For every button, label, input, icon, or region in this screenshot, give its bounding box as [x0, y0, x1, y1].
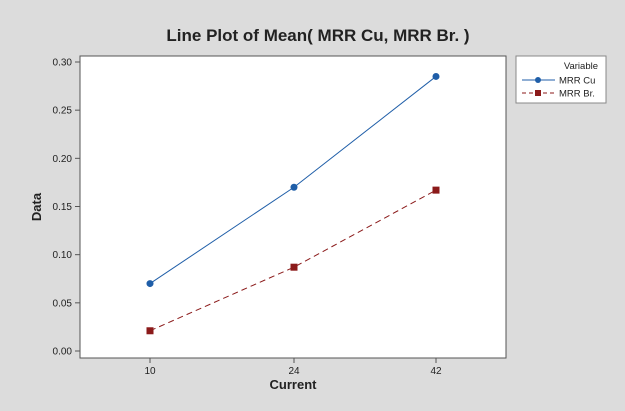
data-point-mrr-br — [433, 187, 440, 194]
chart-title: Line Plot of Mean( MRR Cu, MRR Br. ) — [166, 26, 469, 45]
y-tick-label: 0.30 — [53, 58, 73, 69]
y-tick-label: 0.05 — [53, 298, 73, 309]
data-point-mrr-cu — [433, 73, 440, 80]
y-tick-label: 0.20 — [53, 154, 73, 165]
x-axis-title: Current — [270, 377, 318, 392]
x-tick-label: 42 — [430, 366, 442, 377]
y-tick-label: 0.15 — [53, 202, 73, 213]
y-tick-label: 0.25 — [53, 106, 73, 117]
legend-title: Variable — [564, 61, 598, 72]
legend-label-mrr-cu: MRR Cu — [559, 76, 595, 87]
y-tick-label: 0.00 — [53, 347, 73, 358]
y-axis-title: Data — [29, 192, 44, 221]
y-tick-label: 0.10 — [53, 250, 73, 261]
legend-marker-mrr-cu — [535, 77, 541, 83]
plot-area — [80, 56, 506, 358]
legend: Variable MRR Cu MRR Br. — [516, 56, 606, 103]
data-point-mrr-cu — [291, 184, 298, 191]
legend-label-mrr-br: MRR Br. — [559, 89, 595, 100]
data-point-mrr-cu — [147, 280, 154, 287]
data-point-mrr-br — [147, 327, 154, 334]
legend-marker-mrr-br — [535, 90, 541, 96]
x-tick-label: 10 — [144, 366, 156, 377]
x-tick-label: 24 — [288, 366, 300, 377]
data-point-mrr-br — [291, 264, 298, 271]
